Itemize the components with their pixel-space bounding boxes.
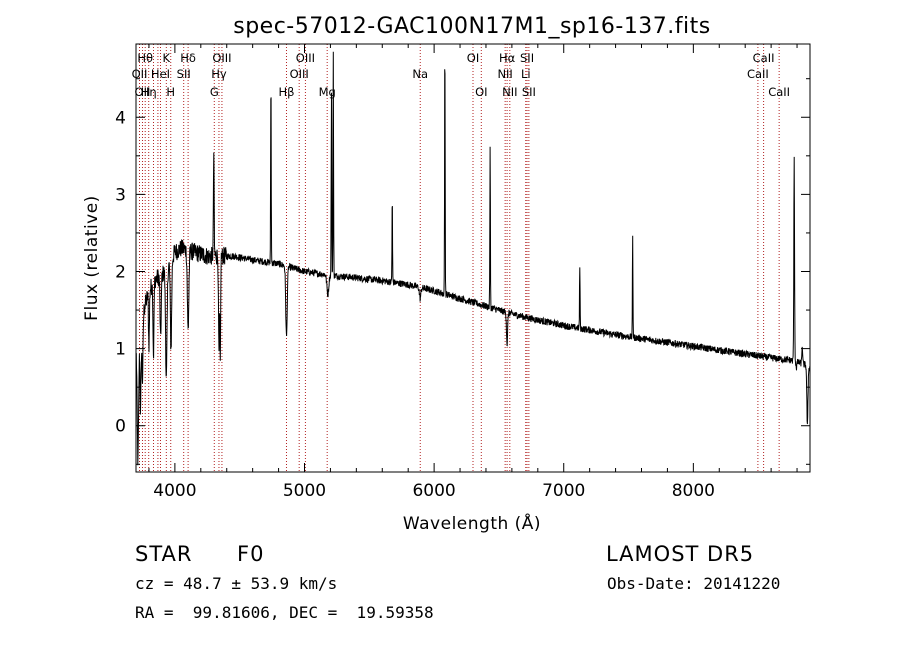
line-marker-label: NII (502, 85, 517, 99)
y-axis: 0 1 2 3 4 (115, 78, 810, 465)
line-marker-label: Hθ (137, 51, 153, 65)
line-marker-label: Hβ (278, 85, 294, 99)
redshift-readout: cz = 48.7 ± 53.9 km/s (135, 574, 338, 593)
line-marker-label: OIII (212, 51, 231, 65)
line-marker-label: OI (467, 51, 479, 65)
line-marker-label: HeI (151, 67, 170, 81)
line-marker-label: NII (497, 67, 512, 81)
line-marker-label: CaII (768, 85, 790, 99)
x-axis-label: Wavelength (Å) (403, 512, 541, 534)
line-marker-label: Hδ (180, 51, 196, 65)
survey-name: LAMOST DR5 (606, 542, 755, 566)
line-marker-label: Hη (141, 85, 157, 99)
line-marker-label: Hα (499, 51, 516, 65)
x-axis: 4000 5000 6000 7000 8000 (148, 44, 798, 501)
plot-frame (135, 43, 811, 473)
line-marker-label: G (210, 85, 219, 99)
x-tick-label: 5000 (283, 481, 326, 501)
y-tick-label: 4 (115, 108, 126, 128)
line-marker-label: CaII (753, 51, 775, 65)
line-marker-label: Hγ (211, 67, 227, 81)
line-marker-label: H (166, 85, 175, 99)
line-marker-label: SII (520, 51, 534, 65)
object-subclass: F0 (237, 542, 265, 566)
line-marker-label: Na (412, 67, 428, 81)
x-tick-label: 6000 (412, 481, 455, 501)
chart-title: spec-57012-GAC100N17M1_sp16-137.fits (233, 14, 711, 39)
line-marker-label: SII (522, 85, 536, 99)
line-marker-label: K (163, 51, 171, 65)
coordinates: RA = 99.81606, DEC = 19.59358 (135, 603, 434, 622)
line-marker-label: SII (177, 67, 191, 81)
y-tick-label: 2 (115, 262, 126, 282)
y-tick-label: 1 (115, 340, 126, 360)
line-marker-label: OI (475, 85, 487, 99)
y-axis-label: Flux (relative) (82, 195, 102, 321)
line-marker-labels: OIIOIIHθHηHeIKHSIIHδGHγOIIIHβOIIIOIIIMgN… (132, 51, 791, 99)
x-tick-label: 8000 (672, 481, 715, 501)
x-tick-label: 4000 (153, 481, 196, 501)
line-marker-label: Li (521, 67, 531, 81)
line-markers (138, 44, 780, 472)
object-class: STAR (135, 542, 193, 566)
y-tick-label: 3 (115, 185, 126, 205)
line-marker-label: OII (135, 85, 151, 99)
y-tick-label: 0 (115, 417, 126, 437)
spectrum-line (135, 51, 811, 466)
line-marker-label: OIII (296, 51, 315, 65)
line-marker-label: OIII (290, 67, 309, 81)
line-marker-label: CaII (747, 67, 769, 81)
x-tick-label: 7000 (542, 481, 585, 501)
obs-date: Obs-Date: 20141220 (607, 574, 781, 593)
